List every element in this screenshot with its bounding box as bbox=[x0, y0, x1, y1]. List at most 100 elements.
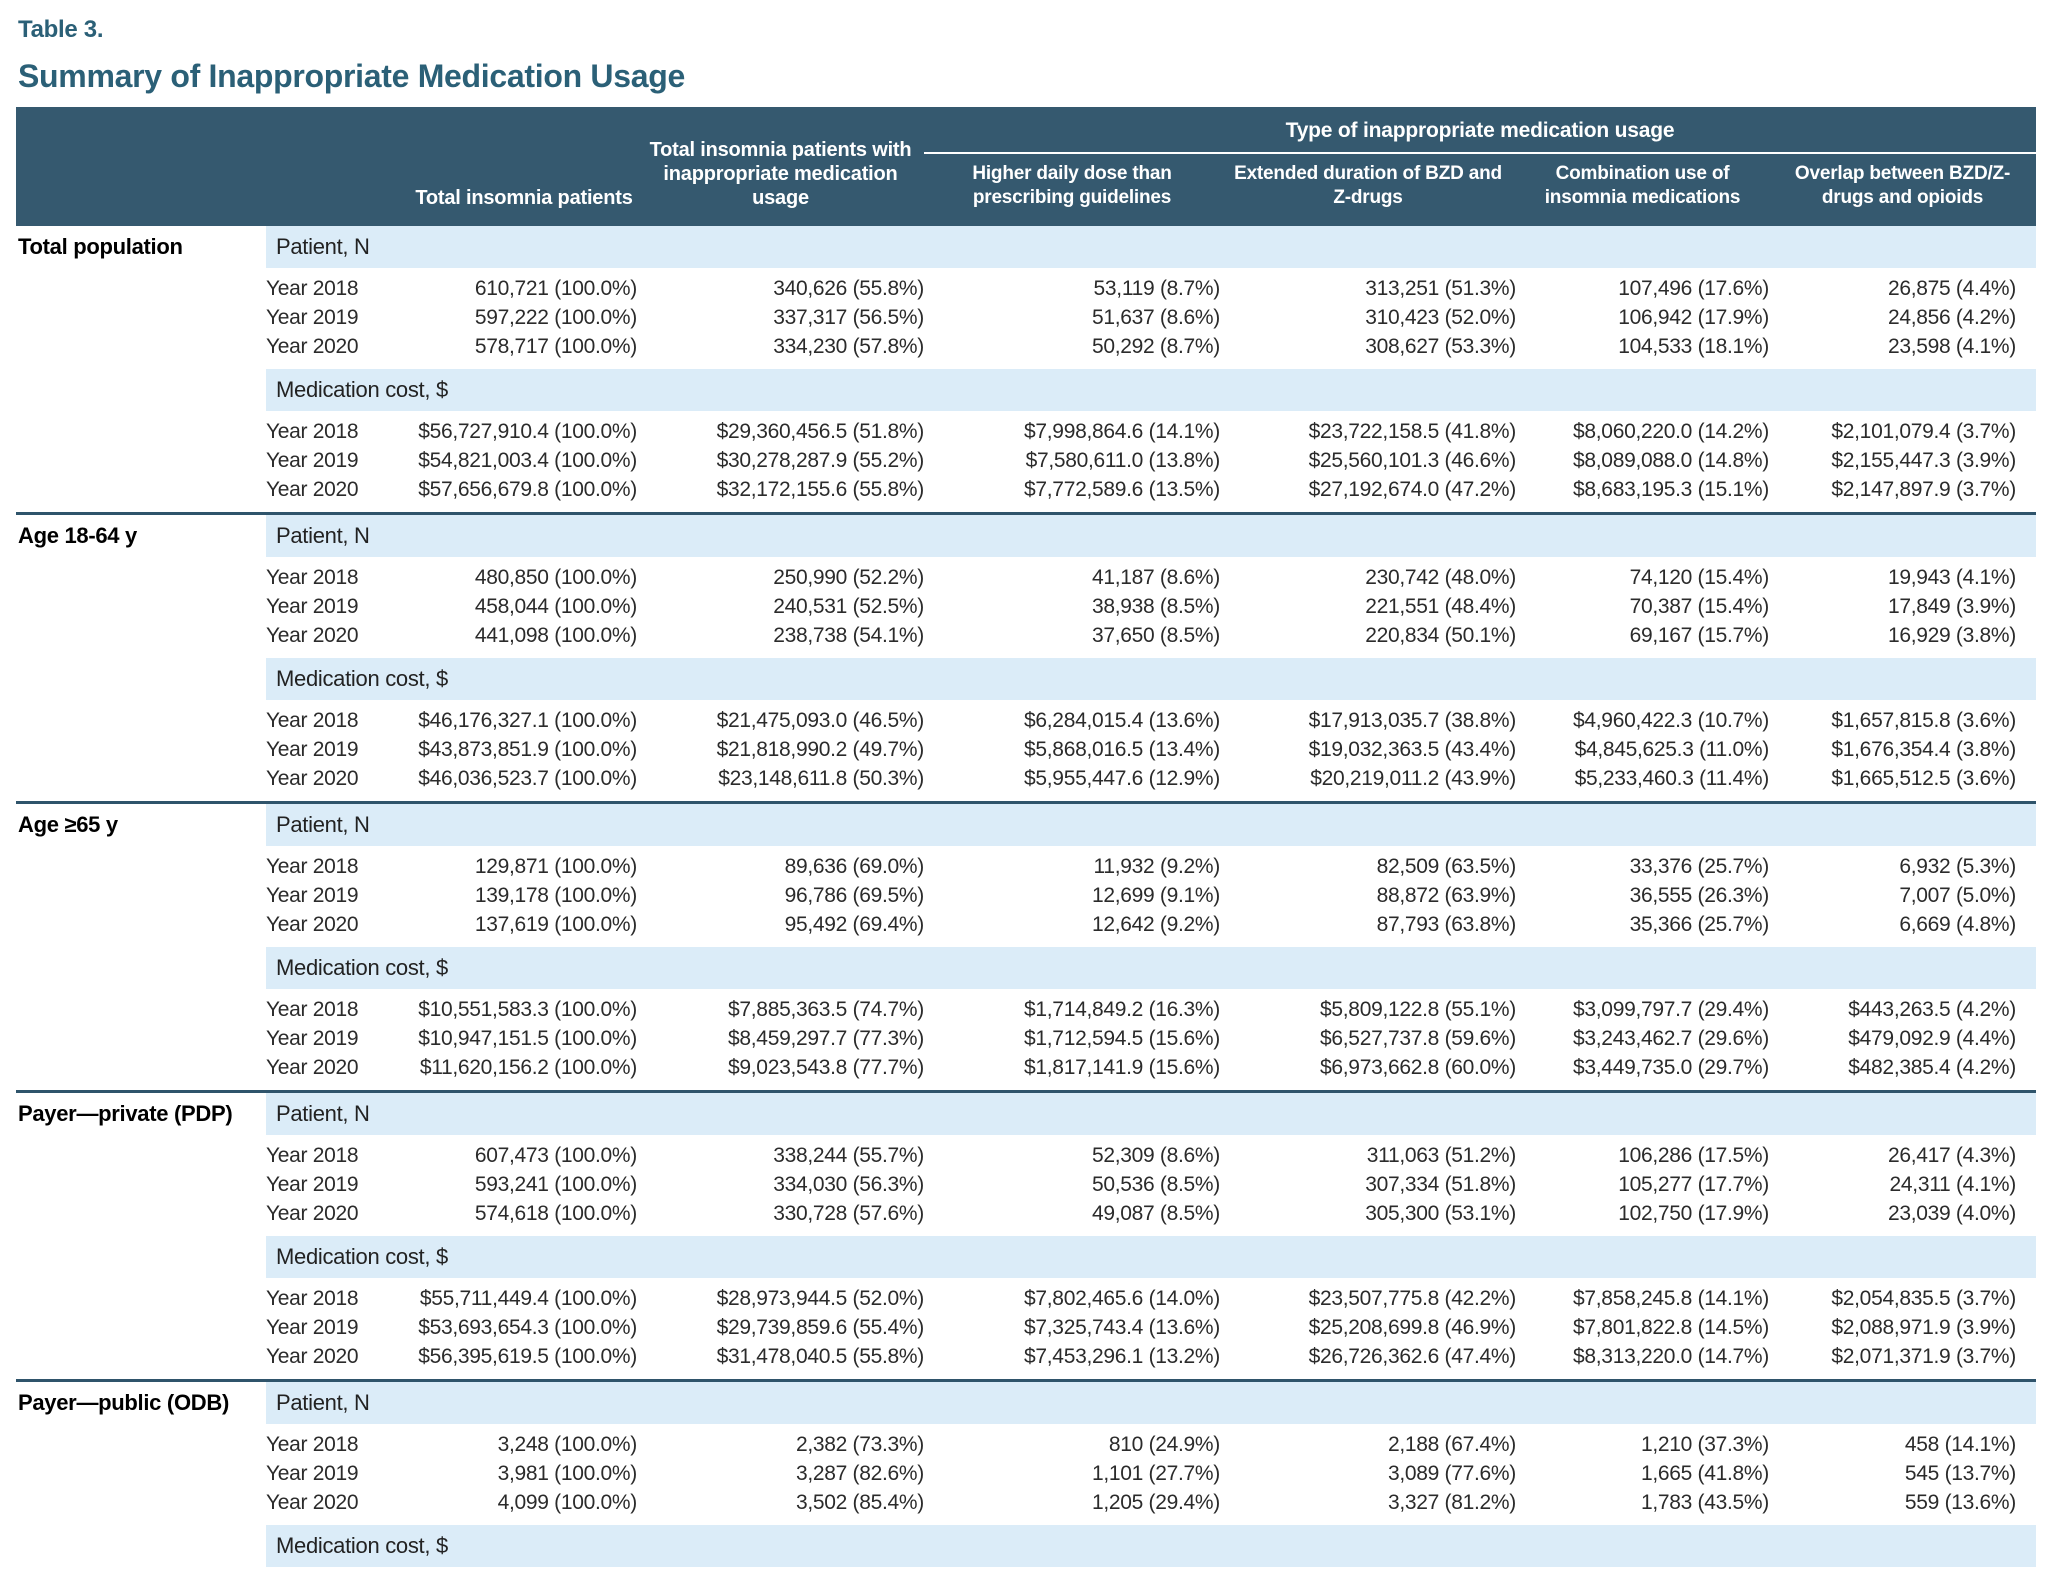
value-cell: 250,990 (52.2%) bbox=[637, 557, 924, 593]
table-row: Year 2018 129,871 (100.0%) 89,636 (69.0%) 1… bbox=[16, 846, 2036, 882]
band-row: Medication cost, $ bbox=[16, 658, 2036, 700]
value-cell: 220,834 (50.1%) bbox=[1220, 622, 1516, 658]
table-row: Year 2020 $11,620,156.2 (100.0%) $9,023,54… bbox=[16, 1054, 2036, 1092]
year-label: Year 2018 bbox=[266, 1135, 411, 1171]
value-cell: 105,277 (17.7%) bbox=[1516, 1171, 1769, 1200]
section-label-spacer bbox=[16, 411, 266, 447]
value-cell: $2,147,897.9 (3.7%) bbox=[1769, 476, 2036, 514]
column-header-extended-duration: Extended duration of BZD and Z-drugs bbox=[1220, 153, 1516, 226]
row-band-label: Medication cost, $ bbox=[266, 369, 2036, 411]
section-label-spacer bbox=[16, 369, 266, 411]
section-label-spacer bbox=[16, 882, 266, 911]
value-cell: 230,742 (48.0%) bbox=[1220, 557, 1516, 593]
value-cell: $43,873,851.9 (100.0%) bbox=[411, 736, 637, 765]
value-cell: 23,598 (4.1%) bbox=[1769, 333, 2036, 369]
row-band-label: Patient, N bbox=[266, 1090, 2036, 1135]
value-cell: 3,089 (77.6%) bbox=[1220, 1460, 1516, 1489]
table-body: Total population Patient, N Year 2018 610,7… bbox=[16, 226, 2036, 1577]
section-label-spacer bbox=[16, 911, 266, 947]
value-cell: 3,327 (81.2%) bbox=[1220, 1489, 1516, 1525]
value-cell: 578,717 (100.0%) bbox=[411, 333, 637, 369]
header-corner-cell bbox=[16, 107, 411, 226]
value-cell: 2,382 (73.3%) bbox=[637, 1424, 924, 1460]
value-cell: 87,793 (63.8%) bbox=[1220, 911, 1516, 947]
column-header-total-patients: Total insomnia patients bbox=[411, 107, 637, 226]
value-cell: 330,728 (57.6%) bbox=[637, 1200, 924, 1236]
table-row: Year 2018 480,850 (100.0%) 250,990 (52.2%)… bbox=[16, 557, 2036, 593]
value-cell: 35,366 (25.7%) bbox=[1516, 911, 1769, 947]
section-label-spacer bbox=[16, 736, 266, 765]
value-cell: 607,473 (100.0%) bbox=[411, 1135, 637, 1171]
value-cell: $5,955,447.6 (12.9%) bbox=[924, 765, 1220, 803]
value-cell: 52,309 (8.6%) bbox=[924, 1135, 1220, 1171]
value-cell: 137,619 (100.0%) bbox=[411, 911, 637, 947]
table-row: Year 2018 607,473 (100.0%) 338,244 (55.7%)… bbox=[16, 1135, 2036, 1171]
table-header: Total insomnia patients Total insomnia p… bbox=[16, 107, 2036, 226]
value-cell: 334,030 (56.3%) bbox=[637, 1171, 924, 1200]
value-cell: $6,973,662.8 (60.0%) bbox=[1220, 1054, 1516, 1092]
year-label: Year 2019 bbox=[266, 736, 411, 765]
value-cell: 7,007 (5.0%) bbox=[1769, 882, 2036, 911]
value-cell: 129,871 (100.0%) bbox=[411, 846, 637, 882]
value-cell: $8,683,195.3 (15.1%) bbox=[1516, 476, 1769, 514]
value-cell: 11,932 (9.2%) bbox=[924, 846, 1220, 882]
value-cell: $7,858,245.8 (14.1%) bbox=[1516, 1278, 1769, 1314]
value-cell: 51,637 (8.6%) bbox=[924, 304, 1220, 333]
year-label: Year 2018 bbox=[266, 700, 411, 736]
value-cell: 337,317 (56.5%) bbox=[637, 304, 924, 333]
value-cell: $21,475,093.0 (46.5%) bbox=[637, 700, 924, 736]
value-cell: 1,101 (27.7%) bbox=[924, 1460, 1220, 1489]
value-cell: $6,284,015.4 (13.6%) bbox=[924, 700, 1220, 736]
value-cell: 49,087 (8.5%) bbox=[924, 1200, 1220, 1236]
band-row: Medication cost, $ bbox=[16, 1236, 2036, 1278]
value-cell: $8,313,220.0 (14.7%) bbox=[1516, 1343, 1769, 1381]
section-label-spacer bbox=[16, 1278, 266, 1314]
value-cell: $56,395,619.5 (100.0%) bbox=[411, 1343, 637, 1381]
section-label-spacer bbox=[16, 700, 266, 736]
value-cell: $55,711,449.4 (100.0%) bbox=[411, 1278, 637, 1314]
value-cell: $201,974.1 (19.9%) bbox=[1516, 1567, 1769, 1577]
section-label: Total population bbox=[16, 226, 266, 268]
column-header-combination-use: Combination use of insomnia medications bbox=[1516, 153, 1769, 226]
value-cell: $19,032,363.5 (43.4%) bbox=[1220, 736, 1516, 765]
value-cell: $7,802,465.6 (14.0%) bbox=[924, 1278, 1220, 1314]
value-cell: 139,178 (100.0%) bbox=[411, 882, 637, 911]
value-cell: 458 (14.1%) bbox=[1769, 1424, 2036, 1460]
value-cell: $23,148,611.8 (50.3%) bbox=[637, 765, 924, 803]
value-cell: $56,727,910.4 (100.0%) bbox=[411, 411, 637, 447]
value-cell: $11,620,156.2 (100.0%) bbox=[411, 1054, 637, 1092]
year-label: Year 2019 bbox=[266, 593, 411, 622]
value-cell: 36,555 (26.3%) bbox=[1516, 882, 1769, 911]
value-cell: 74,120 (15.4%) bbox=[1516, 557, 1769, 593]
value-cell: $1,676,354.4 (3.8%) bbox=[1769, 736, 2036, 765]
value-cell: $21,818,990.2 (49.7%) bbox=[637, 736, 924, 765]
value-cell: $28,973,944.5 (52.0%) bbox=[637, 1278, 924, 1314]
value-cell: 4,099 (100.0%) bbox=[411, 1489, 637, 1525]
value-cell: $32,172,155.6 (55.8%) bbox=[637, 476, 924, 514]
value-cell: $2,054,835.5 (3.7%) bbox=[1769, 1278, 2036, 1314]
value-cell: 238,738 (54.1%) bbox=[637, 622, 924, 658]
value-cell: 50,292 (8.7%) bbox=[924, 333, 1220, 369]
value-cell: $17,913,035.7 (38.8%) bbox=[1220, 700, 1516, 736]
value-cell: 1,210 (37.3%) bbox=[1516, 1424, 1769, 1460]
value-cell: $2,101,079.4 (3.7%) bbox=[1769, 411, 2036, 447]
table-row: Year 2019 $53,693,654.3 (100.0%) $29,739,8… bbox=[16, 1314, 2036, 1343]
value-cell: $31,478,040.5 (55.8%) bbox=[637, 1343, 924, 1381]
value-cell: $5,233,460.3 (11.4%) bbox=[1516, 765, 1769, 803]
table-row: Year 2019 $54,821,003.4 (100.0%) $30,278,2… bbox=[16, 447, 2036, 476]
year-label: Year 2020 bbox=[266, 622, 411, 658]
value-cell: $8,459,297.7 (77.3%) bbox=[637, 1025, 924, 1054]
section-label: Payer—public (ODB) bbox=[16, 1379, 266, 1424]
value-cell: 106,942 (17.9%) bbox=[1516, 304, 1769, 333]
table-row: Year 2018 $56,727,910.4 (100.0%) $29,360,4… bbox=[16, 411, 2036, 447]
section-label-spacer bbox=[16, 989, 266, 1025]
section-label-spacer bbox=[16, 593, 266, 622]
value-cell: $386,512.1 (38.0%) bbox=[637, 1567, 924, 1577]
value-cell: $1,712,594.5 (15.6%) bbox=[924, 1025, 1220, 1054]
value-cell: 1,665 (41.8%) bbox=[1516, 1460, 1769, 1489]
value-cell: 3,248 (100.0%) bbox=[411, 1424, 637, 1460]
value-cell: $3,243,462.7 (29.6%) bbox=[1516, 1025, 1769, 1054]
section-label: Payer—private (PDP) bbox=[16, 1090, 266, 1135]
value-cell: $443,263.5 (4.2%) bbox=[1769, 989, 2036, 1025]
value-cell: $25,208,699.8 (46.9%) bbox=[1220, 1314, 1516, 1343]
